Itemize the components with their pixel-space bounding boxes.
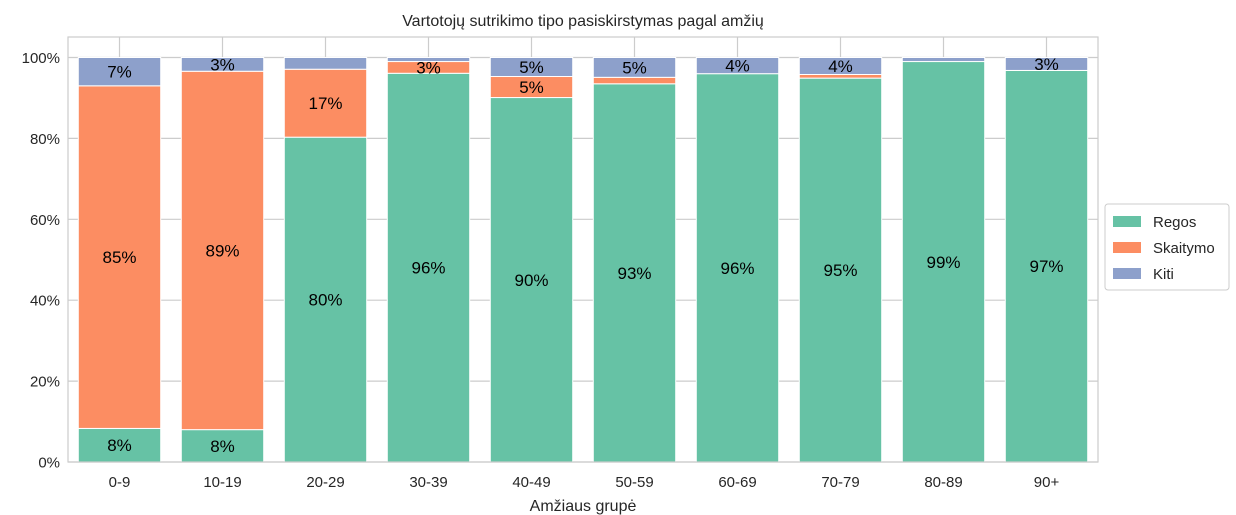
legend-swatch-kiti [1113, 268, 1141, 279]
legend-swatch-regos [1113, 216, 1141, 227]
bar-segment-kiti [489, 57, 574, 78]
bar-segment-kiti [592, 57, 677, 78]
legend-label-kiti: Kiti [1153, 266, 1174, 283]
plot-frame [67, 36, 1099, 463]
data-label: 85% [102, 248, 136, 267]
x-tick-label: 20-29 [306, 474, 344, 491]
legend-label-skaitymo: Skaitymo [1153, 240, 1215, 257]
bar-segment-regos [1004, 69, 1089, 463]
bar-segment-regos [386, 72, 471, 463]
data-label: 3% [416, 58, 441, 77]
bar-segment-skaitymo [592, 76, 677, 85]
data-label: 4% [725, 57, 750, 76]
bar-segment-kiti [695, 57, 780, 75]
x-axis-label: Amžiaus grupė [530, 498, 637, 515]
y-axis-ticks: 0% 20% 40% 60% 80% 100% [22, 50, 60, 472]
bar-segment-regos [901, 61, 986, 463]
y-tick-label: 20% [30, 374, 60, 391]
bar-segment-kiti [901, 57, 986, 63]
data-label: 80% [308, 291, 342, 310]
data-label: 97% [1029, 257, 1063, 276]
bar-segment-regos [798, 77, 883, 463]
bar-segment-kiti [386, 57, 471, 63]
x-tick-label: 0-9 [109, 474, 131, 491]
data-labels: 8%85%7%8%89%3%80%17%96%3%90%5%5%93%5%96%… [102, 55, 1063, 456]
data-label: 5% [519, 78, 544, 97]
x-tick-label: 60-69 [718, 474, 756, 491]
data-label: 8% [210, 437, 235, 456]
y-tick-label: 100% [22, 50, 60, 67]
chart-title: Vartotojų sutrikimo tipo pasiskirstymas … [402, 13, 764, 30]
bar-segment-kiti [798, 57, 883, 75]
bar-segment-skaitymo [77, 85, 162, 429]
data-label: 3% [1034, 55, 1059, 74]
data-label: 89% [205, 241, 239, 260]
bar-segment-kiti [283, 57, 368, 70]
bar-segment-regos [592, 83, 677, 463]
bar-segment-skaitymo [180, 70, 265, 431]
bar-segment-regos [283, 136, 368, 463]
bar-segment-skaitymo [283, 68, 368, 138]
bar-segment-kiti [77, 57, 162, 87]
bar-segment-regos [180, 429, 265, 463]
data-label: 95% [823, 261, 857, 280]
legend: Regos Skaitymo Kiti [1104, 203, 1230, 291]
data-label: 90% [514, 271, 548, 290]
x-tick-label: 10-19 [203, 474, 241, 491]
bar-segment-kiti [1004, 57, 1089, 71]
y-tick-label: 40% [30, 293, 60, 310]
data-label: 93% [617, 264, 651, 283]
bars [77, 57, 1089, 463]
data-label: 96% [411, 259, 445, 278]
bar-segment-kiti [180, 57, 265, 72]
x-tick-label: 80-89 [924, 474, 962, 491]
y-tick-label: 60% [30, 212, 60, 229]
y-tick-label: 0% [38, 455, 60, 472]
data-label: 7% [107, 63, 132, 82]
data-label: 17% [308, 94, 342, 113]
legend-swatch-skaitymo [1113, 242, 1141, 253]
x-tick-label: 90+ [1034, 474, 1060, 491]
x-axis-ticks: 0-9 10-19 20-29 30-39 40-49 50-59 60-69 70-79 80… [109, 474, 1060, 491]
data-label: 99% [926, 253, 960, 272]
bar-segment-regos [695, 73, 780, 463]
legend-label-regos: Regos [1153, 214, 1196, 231]
x-tick-label: 30-39 [409, 474, 447, 491]
data-label: 3% [210, 55, 235, 74]
x-tick-label: 70-79 [821, 474, 859, 491]
x-tick-label: 50-59 [615, 474, 653, 491]
data-label: 5% [622, 58, 647, 77]
data-label: 96% [720, 259, 754, 278]
y-tick-label: 80% [30, 131, 60, 148]
data-label: 8% [107, 436, 132, 455]
data-label: 4% [828, 57, 853, 76]
x-tick-label: 40-49 [512, 474, 550, 491]
bar-segment-regos [489, 97, 574, 463]
data-label: 5% [519, 58, 544, 77]
